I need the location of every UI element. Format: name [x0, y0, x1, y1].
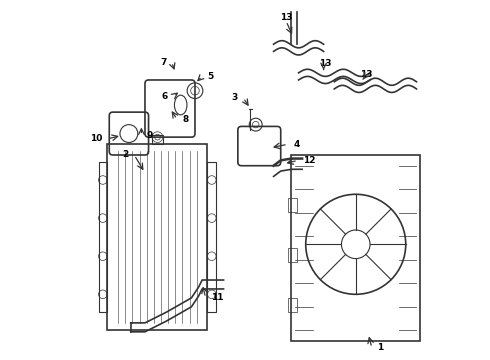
Text: 10: 10	[90, 134, 102, 143]
Text: 9: 9	[147, 131, 153, 140]
Text: 3: 3	[232, 93, 238, 102]
Text: 4: 4	[293, 140, 299, 149]
Bar	[98, 162, 107, 312]
Text: 12: 12	[303, 156, 316, 165]
Text: 13: 13	[360, 70, 373, 79]
Text: 1: 1	[377, 343, 383, 352]
Bar	[107, 144, 207, 330]
Bar	[292, 155, 420, 341]
Text: 6: 6	[162, 91, 168, 100]
Text: 8: 8	[182, 115, 189, 124]
Bar	[152, 135, 163, 144]
Bar	[288, 248, 297, 262]
Text: 5: 5	[207, 72, 214, 81]
Bar	[207, 162, 217, 312]
Text: 13: 13	[319, 59, 332, 68]
Bar	[288, 298, 297, 312]
Text: 7: 7	[160, 58, 167, 67]
Text: 13: 13	[280, 13, 293, 22]
Text: 2: 2	[122, 150, 129, 159]
Text: 11: 11	[211, 293, 223, 302]
Bar	[288, 198, 297, 212]
